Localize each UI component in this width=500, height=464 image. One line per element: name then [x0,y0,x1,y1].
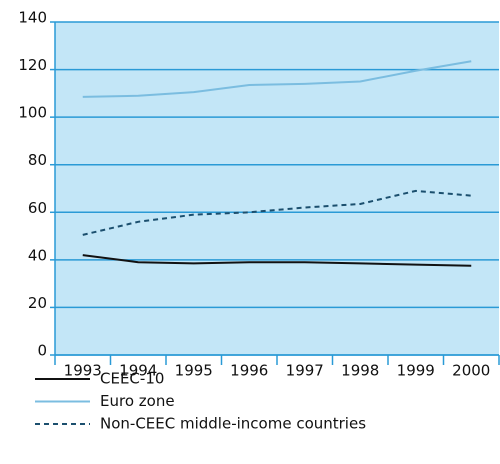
y-tick-label: 120 [18,56,47,74]
y-tick-label: 0 [37,342,47,360]
x-tick-label: 2000 [452,362,490,380]
x-tick-label: 1993 [64,362,102,380]
y-tick-label: 100 [18,104,47,122]
series-line [82,60,472,98]
y-tick-label: 80 [28,151,47,169]
x-tick-label: 1998 [341,362,379,380]
y-tick-label: 140 [18,9,47,27]
series-line [82,254,472,267]
legend-label: Euro zone [100,392,175,410]
y-tick-label: 40 [28,246,47,264]
y-tick-label: 20 [28,294,47,312]
x-tick-label: 1994 [119,362,157,380]
x-tick-label: 1995 [175,362,213,380]
x-tick-label: 1997 [286,362,324,380]
legend-label: CEEC-10 [100,370,164,388]
series-line [82,189,472,236]
x-tick-label: 1996 [230,362,268,380]
y-tick-label: 60 [28,199,47,217]
plot-background [55,22,499,355]
x-tick-label: 1999 [397,362,435,380]
legend-label: Non-CEEC middle-income countries [100,415,366,433]
